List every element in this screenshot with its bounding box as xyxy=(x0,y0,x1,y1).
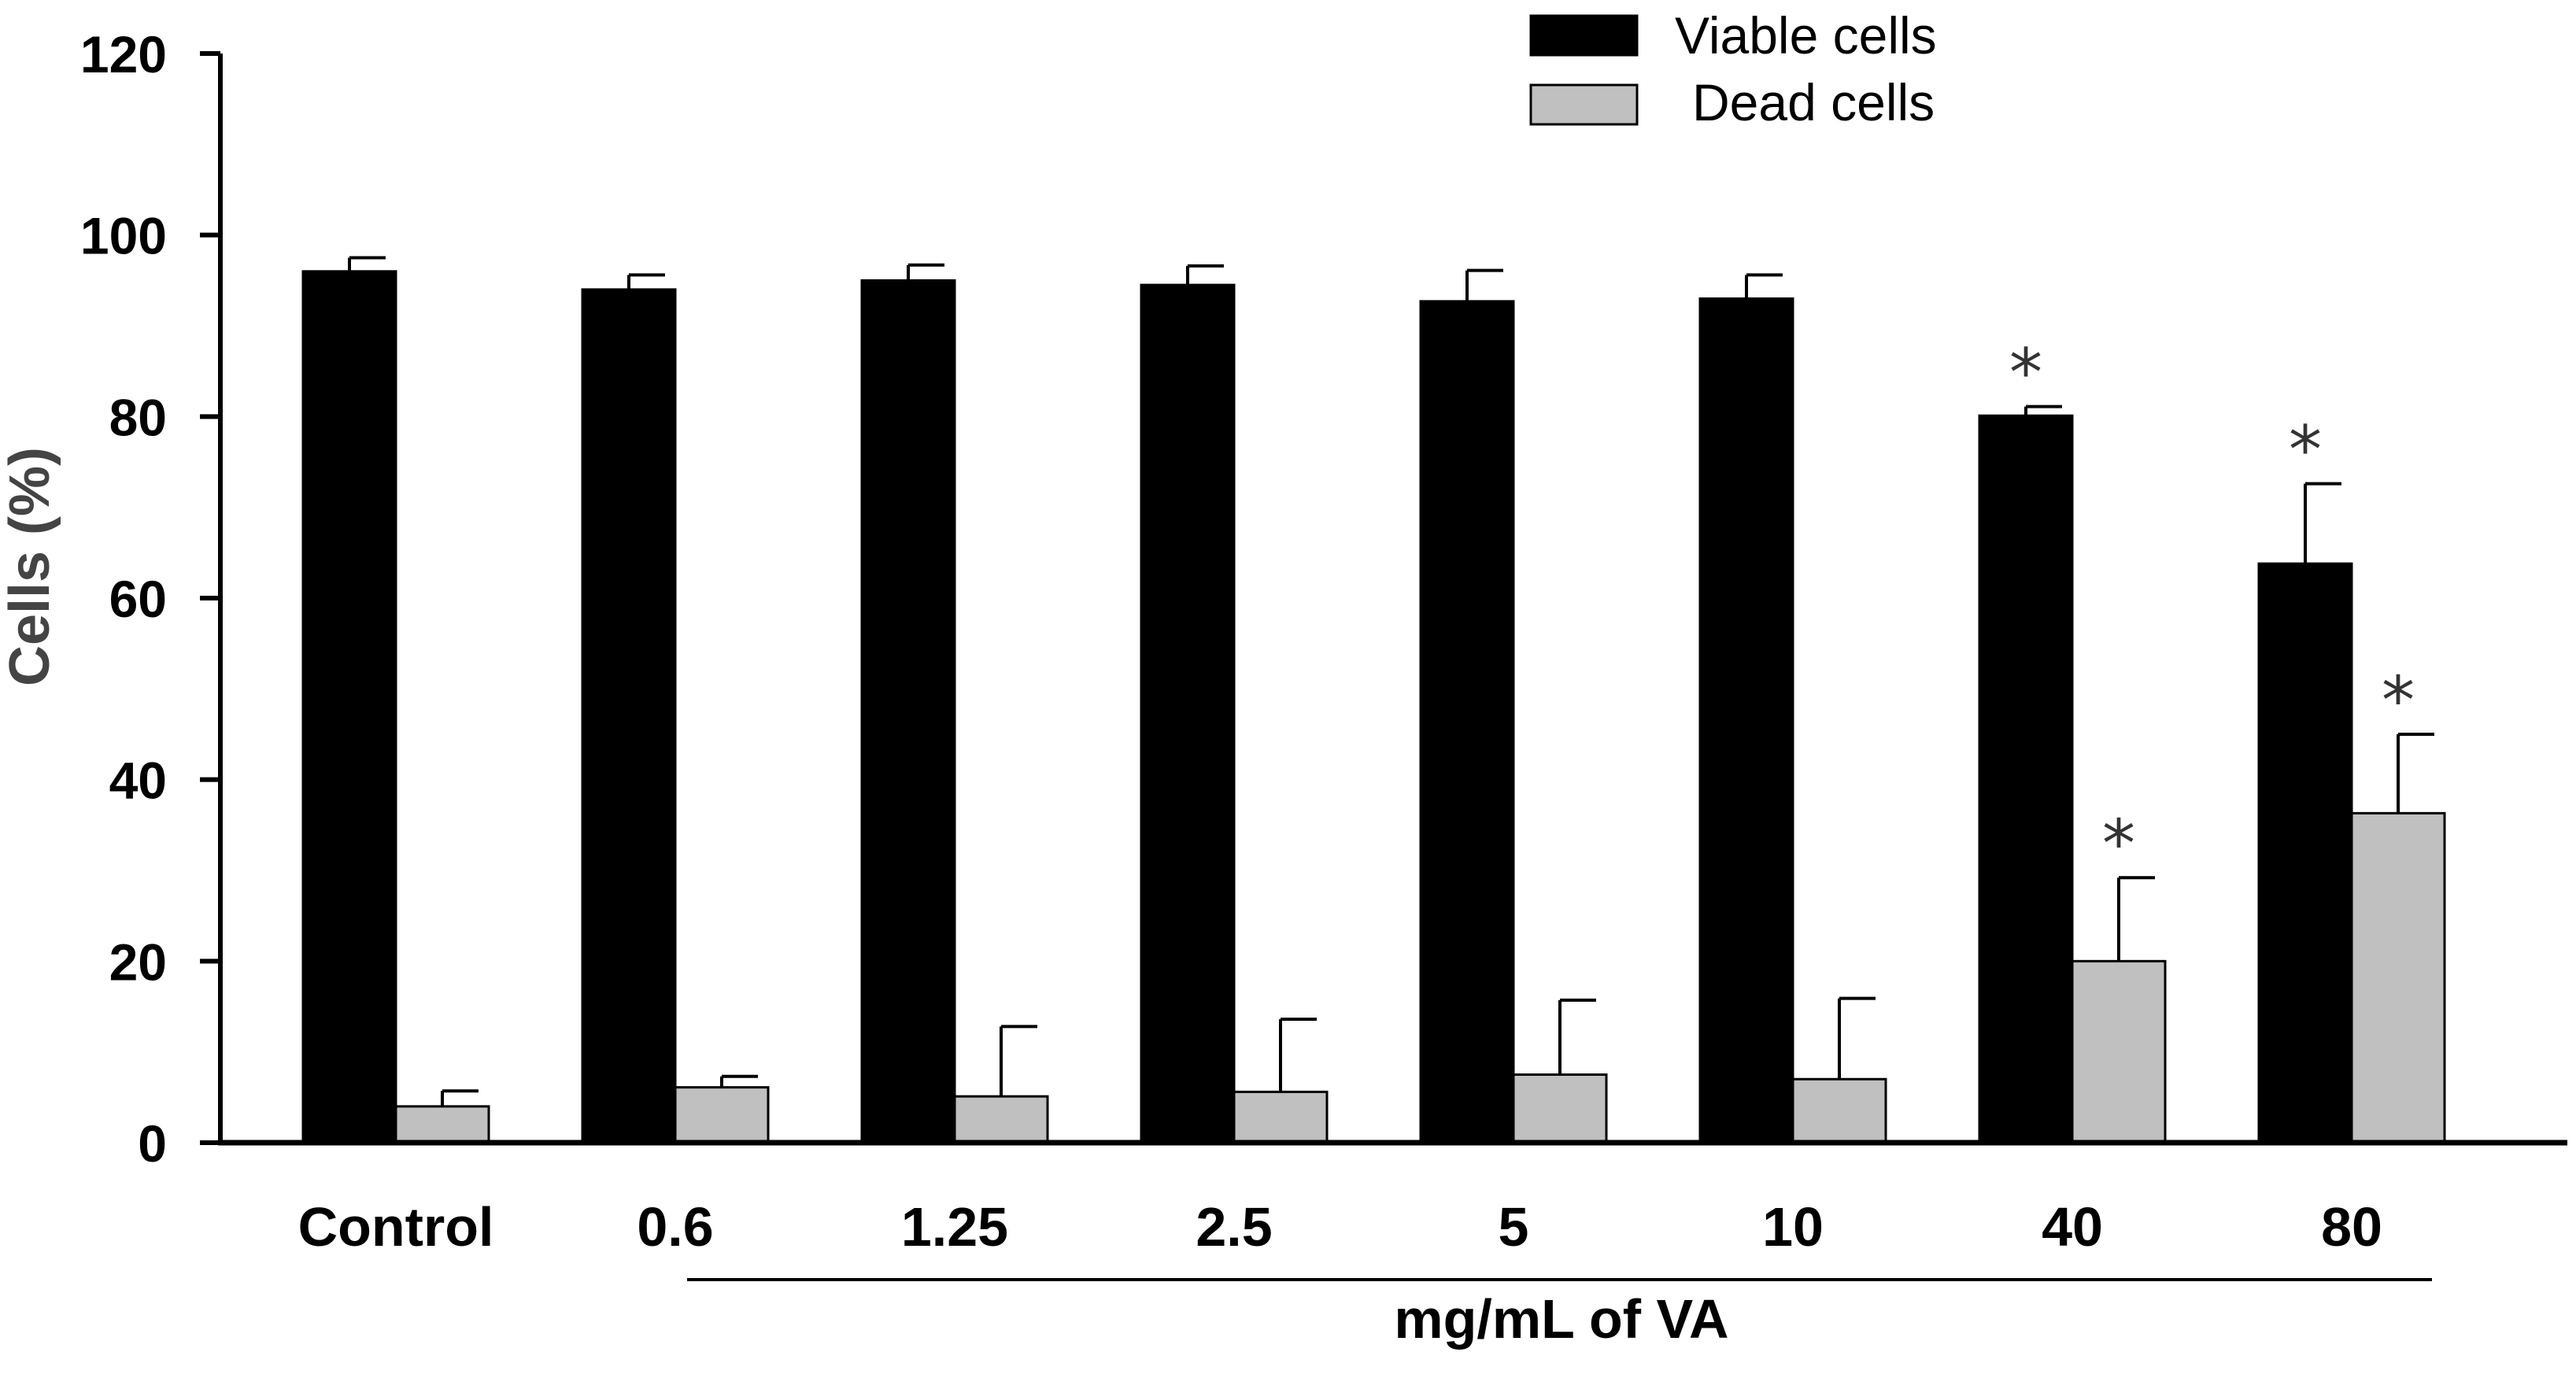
x-tick-label: 5 xyxy=(1499,1196,1529,1258)
bar-dead xyxy=(1233,1090,1329,1144)
bar-dead xyxy=(2350,811,2446,1144)
x-tick-label: 0.6 xyxy=(637,1196,713,1258)
x-axis-title: mg/mL of VA xyxy=(1394,1288,1728,1350)
significance-marker: * xyxy=(2009,334,2042,412)
bar-dead xyxy=(1512,1073,1608,1144)
bar-dead xyxy=(953,1095,1049,1144)
bar-dead xyxy=(674,1086,770,1144)
bar-viable xyxy=(581,288,677,1144)
plot-area: * * * * 0 20 40 60 80 100 120 Control 0.6 1.25 2.5 5 10 4… xyxy=(80,25,2567,1258)
legend-swatch-dead xyxy=(1529,83,1639,126)
bar-viable xyxy=(301,270,397,1144)
y-tick-label: 40 xyxy=(109,752,167,810)
y-tick-label: 60 xyxy=(109,570,167,628)
significance-marker: * xyxy=(2382,662,2415,739)
legend: Viable cells Dead cells xyxy=(1529,6,1937,131)
legend-label-viable: Viable cells xyxy=(1675,6,1937,65)
bar-viable xyxy=(1419,300,1515,1144)
y-tick-label: 100 xyxy=(80,207,167,265)
y-axis-title: Cells (%) xyxy=(0,447,61,686)
bar-dead xyxy=(394,1105,490,1144)
x-tick-label: 40 xyxy=(2042,1196,2103,1258)
bar-viable xyxy=(860,279,956,1144)
y-tick-label: 0 xyxy=(138,1114,167,1173)
y-tick-label: 120 xyxy=(80,25,167,83)
bar-viable xyxy=(1978,414,2074,1144)
significance-marker: * xyxy=(2289,412,2322,489)
x-tick-label: 1.25 xyxy=(901,1196,1008,1258)
bar-viable xyxy=(2257,562,2353,1144)
bar-dead xyxy=(2071,959,2167,1144)
legend-label-dead: Dead cells xyxy=(1692,73,1935,131)
bar-viable xyxy=(1698,297,1794,1144)
y-tick-label: 20 xyxy=(109,933,167,991)
x-tick-label: 2.5 xyxy=(1196,1196,1272,1258)
legend-swatch-viable xyxy=(1529,14,1639,57)
y-tick-label: 80 xyxy=(109,388,167,446)
x-tick-label: Control xyxy=(298,1196,494,1258)
x-tick-label: 10 xyxy=(1762,1196,1824,1258)
x-tick-label: 80 xyxy=(2321,1196,2382,1258)
bar-dead xyxy=(1791,1077,1887,1144)
bar-viable xyxy=(1140,283,1236,1144)
significance-marker: * xyxy=(2102,805,2135,882)
